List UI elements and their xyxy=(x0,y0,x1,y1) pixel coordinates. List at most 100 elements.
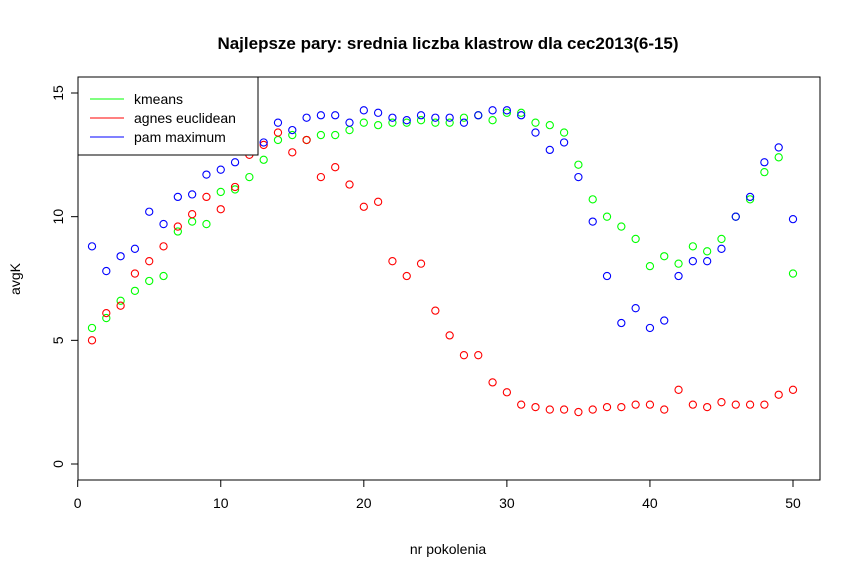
x-tick-label: 30 xyxy=(499,495,515,511)
data-point xyxy=(602,402,612,412)
data-point xyxy=(216,165,225,174)
data-point xyxy=(288,125,297,135)
data-point xyxy=(488,106,497,115)
data-point xyxy=(459,351,469,360)
x-tick-label: 40 xyxy=(642,495,658,511)
data-point xyxy=(674,271,683,281)
data-point xyxy=(431,113,440,122)
data-point xyxy=(602,212,612,221)
data-point xyxy=(159,271,168,281)
data-point xyxy=(288,148,297,157)
data-point xyxy=(559,128,569,137)
data-point xyxy=(116,301,125,310)
y-tick-label: 10 xyxy=(50,209,66,225)
data-point xyxy=(116,296,125,305)
data-point xyxy=(273,135,283,145)
legend-label: agnes euclidean xyxy=(134,110,236,126)
data-point xyxy=(173,222,182,231)
data-point xyxy=(531,402,540,412)
data-point xyxy=(273,128,283,137)
data-point xyxy=(788,269,798,278)
data-point xyxy=(445,118,454,127)
data-point xyxy=(245,172,254,182)
data-point xyxy=(273,118,283,127)
data-point xyxy=(545,145,554,155)
data-point xyxy=(574,407,583,417)
data-point xyxy=(331,130,340,140)
data-point xyxy=(774,153,783,162)
data-point xyxy=(788,385,798,394)
data-point xyxy=(631,234,640,244)
data-point xyxy=(431,118,440,127)
data-point xyxy=(259,140,268,150)
data-point xyxy=(359,118,368,127)
data-point xyxy=(645,323,655,333)
x-tick-label: 20 xyxy=(356,495,372,511)
data-point xyxy=(402,116,411,125)
data-points xyxy=(87,106,798,417)
data-point xyxy=(230,182,240,192)
data-point xyxy=(474,111,483,120)
data-point xyxy=(745,192,755,202)
data-point xyxy=(102,308,111,318)
data-point xyxy=(717,234,726,244)
chart-title: Najlepsze pary: srednia liczba klastrow … xyxy=(217,34,678,53)
data-point xyxy=(130,244,140,253)
data-point xyxy=(588,195,597,204)
data-point xyxy=(731,400,740,409)
data-point xyxy=(717,398,726,407)
data-point xyxy=(731,212,740,221)
data-point xyxy=(760,158,769,167)
data-point xyxy=(617,222,626,231)
data-point xyxy=(760,400,769,409)
data-point xyxy=(202,170,211,179)
data-point xyxy=(517,111,526,120)
data-point xyxy=(688,400,698,409)
data-point xyxy=(745,400,755,409)
data-point xyxy=(259,155,268,164)
data-point xyxy=(502,106,512,115)
data-point xyxy=(145,207,154,216)
data-point xyxy=(331,111,340,120)
data-point xyxy=(774,390,783,399)
data-point xyxy=(431,306,440,315)
legend: kmeans agnes euclidean pam maximum xyxy=(77,76,259,156)
data-point xyxy=(474,351,483,360)
data-point xyxy=(703,247,712,256)
data-point xyxy=(788,214,798,224)
data-point xyxy=(388,257,397,266)
data-point xyxy=(359,106,368,115)
data-point xyxy=(302,135,311,145)
data-point xyxy=(87,336,97,345)
data-point xyxy=(703,257,712,266)
data-point xyxy=(230,185,240,194)
data-point xyxy=(545,121,554,130)
data-point xyxy=(145,276,154,286)
data-point xyxy=(459,118,469,127)
data-point xyxy=(373,121,383,130)
data-point xyxy=(159,219,168,229)
data-point xyxy=(345,125,354,135)
data-point xyxy=(517,108,526,117)
series-agnes-euclidean xyxy=(87,128,798,417)
data-point xyxy=(631,304,640,313)
data-point xyxy=(316,172,326,182)
data-point xyxy=(703,402,712,412)
data-point xyxy=(660,316,669,325)
data-point xyxy=(102,266,111,276)
data-point xyxy=(645,261,655,271)
x-axis-label: nr pokolenia xyxy=(410,541,486,557)
data-point xyxy=(187,217,197,226)
data-point xyxy=(502,388,512,397)
data-point xyxy=(531,118,540,127)
data-point xyxy=(745,195,755,204)
data-point xyxy=(187,190,197,199)
x-tick-label: 10 xyxy=(213,495,229,511)
data-point xyxy=(159,242,168,251)
legend-label: pam maximum xyxy=(134,129,226,145)
data-point xyxy=(145,257,154,266)
data-point xyxy=(645,400,655,409)
legend-box xyxy=(77,76,259,156)
data-point xyxy=(502,108,512,117)
data-point xyxy=(216,187,225,197)
